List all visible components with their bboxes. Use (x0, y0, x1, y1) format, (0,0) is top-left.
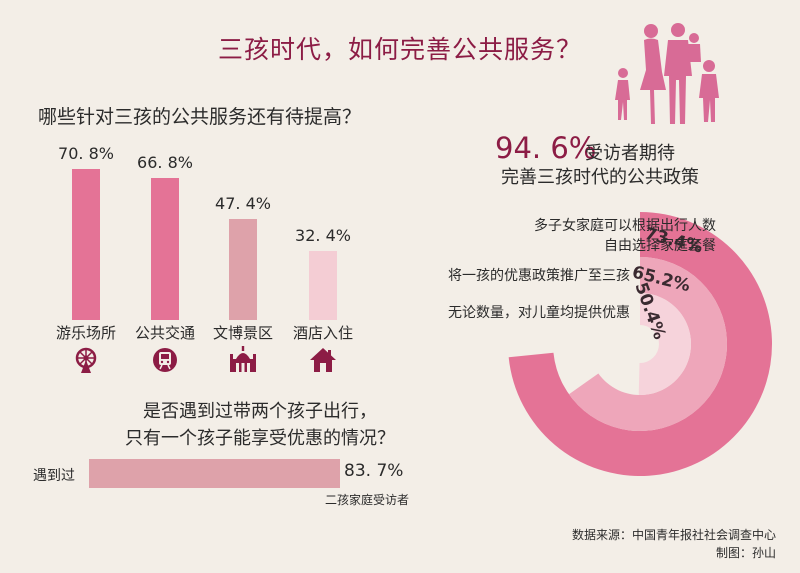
bar-value-label: 47. 4% (215, 194, 271, 214)
bar-value-label: 66. 8% (137, 152, 193, 172)
data-source: 数据来源：中国青年报社社会调查中心 (571, 528, 776, 542)
ring-label-1a: 多子女家庭可以根据出行人数 (534, 218, 716, 234)
page-title: 三孩时代，如何完善公共服务？ (217, 35, 582, 64)
ring-segment-1 (508, 212, 773, 476)
hbar-bar (89, 459, 341, 488)
bar-2 (151, 177, 179, 320)
bar-value-label: 70. 8% (58, 144, 114, 164)
ring-segment-3 (638, 293, 691, 395)
stat-headline-text: 受访者期待 (585, 143, 675, 164)
hbar-value: 83. 7% (344, 461, 404, 481)
ring-label-1b: 自由选择家庭套餐 (604, 238, 716, 254)
museum-icon (230, 346, 256, 372)
bar-value-label: 32. 4% (295, 225, 351, 245)
stat-headline-value: 94. 6% (495, 131, 597, 165)
ring-label-1: 多子女家庭可以根据出行人数 自由选择家庭套餐 (400, 216, 716, 256)
stat-subtitle: 完善三孩时代的公共政策 (501, 167, 699, 188)
q2-line2: 只有一个孩子能享受优惠的情况？ (125, 428, 395, 449)
ring-label-2: 将一孩的优惠政策推广至三孩 (448, 268, 630, 284)
bar-category-label: 酒店入住 (292, 324, 353, 342)
bar-1 (72, 169, 100, 320)
family-icon (615, 23, 719, 124)
bar-category-label: 游乐场所 (55, 324, 116, 342)
bar-3 (229, 219, 257, 320)
train-icon (153, 348, 177, 372)
hbar-note: 二孩家庭受访者 (324, 493, 409, 507)
ring-segment-2 (568, 257, 728, 432)
left-heading: 哪些针对三孩的公共服务还有待提高？ (38, 106, 362, 128)
bar-4 (309, 250, 337, 320)
bar-category-label: 文博景区 (212, 324, 273, 342)
hbar-category: 遇到过 (33, 468, 75, 484)
house-icon (310, 348, 336, 372)
ring-label-3: 无论数量，对儿童均提供优惠 (448, 305, 630, 321)
ferris-wheel-icon (75, 347, 97, 373)
q2-heading: 是否遇到过带两个孩子出行， 只有一个孩子能享受优惠的情况？ (60, 398, 460, 452)
bar-category-label: 公共交通 (134, 324, 195, 342)
q2-line1: 是否遇到过带两个孩子出行， (143, 401, 377, 422)
author-credit: 制图：孙山 (715, 546, 776, 560)
